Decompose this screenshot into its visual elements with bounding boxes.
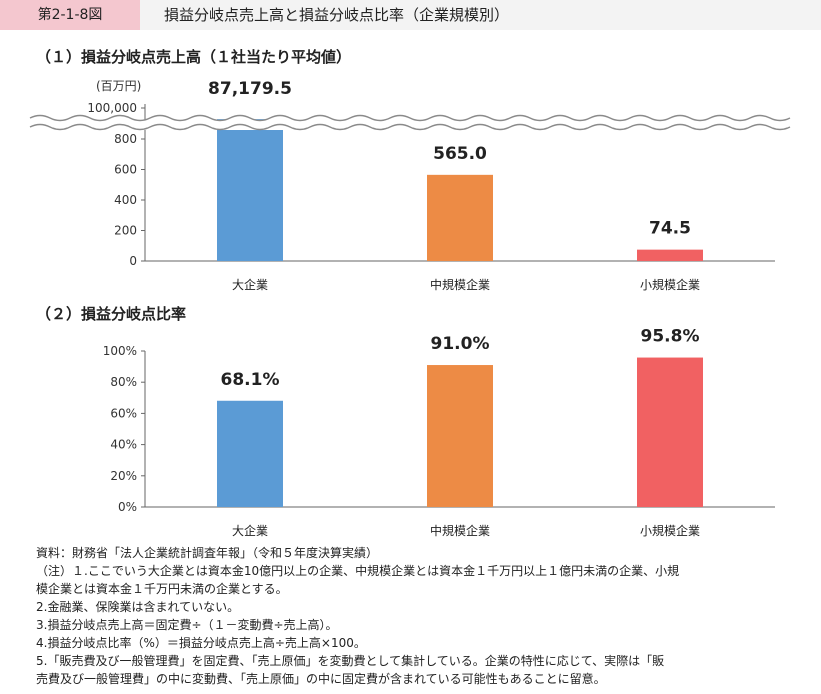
- figure-id-tag: 第2-1-8図: [0, 0, 140, 30]
- note-2: 2.金融業、保険業は含まれていない。: [36, 600, 240, 614]
- note-5: 5.「販売費及び一般管理費」を固定費、「売上原価」を変動費として集計している。企…: [36, 654, 665, 668]
- chart2-y-tick-label: 80%: [110, 375, 137, 389]
- figure-header: 第2-1-8図 損益分岐点売上高と損益分岐点比率（企業規模別）: [0, 0, 821, 30]
- chart1-break-line-bottom: [29, 123, 791, 131]
- chart2-y-tick-label: 20%: [110, 469, 137, 483]
- chart2-title: （２）損益分岐点比率: [36, 305, 187, 323]
- chart2-data-label-0: 68.1%: [221, 370, 280, 390]
- chart1-category-label-1: 中規模企業: [430, 277, 490, 292]
- chart2-data-label-1: 91.0%: [431, 334, 490, 354]
- chart1-data-label-2: 74.5: [649, 219, 691, 239]
- chart2-data-label-2: 95.8%: [641, 327, 700, 347]
- chart2-bar-1: [427, 365, 493, 507]
- chart2-bar-0: [217, 400, 283, 507]
- chart1-title: （１）損益分岐点売上高（１社当たり平均値）: [36, 48, 352, 66]
- chart1-y-tick-label: 600: [114, 163, 137, 177]
- note-source: 資料：財務省「法人企業統計調査年報」（令和５年度決算実績）: [36, 546, 379, 560]
- chart2-category-label-2: 小規模企業: [640, 523, 700, 538]
- note-3: 3.損益分岐点売上高＝固定費÷（１－変動費÷売上高）。: [36, 618, 338, 632]
- chart2-y-tick-label: 0%: [118, 500, 137, 514]
- chart2-category-label-1: 中規模企業: [430, 523, 490, 538]
- chart1-y-tick-label: 200: [114, 224, 137, 238]
- chart1-category-label-2: 小規模企業: [640, 277, 700, 292]
- note-1: （注）１.ここでいう大企業とは資本金10億円以上の企業、中規模企業とは資本金１千…: [36, 564, 680, 578]
- chart1-bar-1: [427, 174, 493, 261]
- note-5-cont: 売費及び一般管理費」の中に変動費、「売上原価」の中に固定費が含まれている可能性も…: [36, 672, 606, 686]
- chart1-unit-label: (百万円): [96, 79, 141, 93]
- chart1-bar-0: [217, 119, 283, 261]
- chart2-y-tick-label: 40%: [110, 438, 137, 452]
- chart1-data-label-1: 565.0: [433, 144, 487, 164]
- note-4: 4.損益分岐点比率（%）＝損益分岐点売上高÷売上高×100。: [36, 636, 366, 650]
- chart1-y-tick-label: 400: [114, 193, 137, 207]
- chart1-break-line-top: [29, 114, 791, 122]
- chart1-y-tick-label: 100,000: [87, 101, 137, 115]
- chart1-y-tick-label: 0: [129, 254, 137, 268]
- chart2-y-tick-label: 100%: [103, 344, 137, 358]
- chart1-data-label-0: 87,179.5: [208, 79, 292, 99]
- figure-title: 損益分岐点売上高と損益分岐点比率（企業規模別）: [164, 6, 510, 24]
- chart2-y-tick-label: 60%: [110, 406, 137, 420]
- chart1-category-label-0: 大企業: [232, 277, 268, 292]
- chart1-y-tick-label: 800: [114, 132, 137, 146]
- chart2-bar-2: [637, 357, 703, 507]
- chart1-bar-2: [637, 249, 703, 261]
- chart1-break-fill-mid: [30, 121, 790, 128]
- notes-block: 資料：財務省「法人企業統計調査年報」（令和５年度決算実績） （注）１.ここでいう…: [36, 544, 811, 688]
- chart2-category-label-0: 大企業: [232, 523, 268, 538]
- note-1-cont: 模企業とは資本金１千万円未満の企業とする。: [36, 582, 288, 596]
